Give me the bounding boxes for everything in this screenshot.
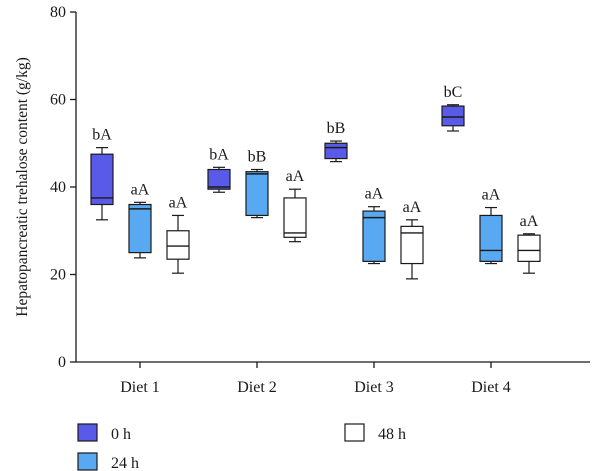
box-48h-2: aA: [283, 168, 307, 243]
box-iqr: [128, 203, 152, 254]
box-48h-1: aA: [166, 194, 190, 274]
legend-item-48h: 48 h: [344, 423, 406, 443]
significance-label: bC: [444, 84, 463, 101]
box-24h-3: aA: [362, 186, 386, 265]
box-0h-3: bB: [324, 120, 348, 163]
legend-label: 48 h: [378, 426, 406, 443]
significance-label: aA: [403, 199, 422, 216]
legend-swatch: [77, 452, 98, 471]
y-tick-label: 0: [58, 354, 66, 371]
box-0h-4: bC: [441, 84, 465, 132]
significance-label: aA: [286, 168, 305, 185]
x-tick-label: Diet 4: [471, 379, 511, 396]
legend-swatch: [77, 423, 98, 442]
box-0h-2: bA: [207, 146, 231, 193]
y-tick-label: 80: [50, 4, 66, 21]
significance-label: aA: [482, 187, 501, 204]
x-tick-label: Diet 1: [120, 379, 160, 396]
box-iqr: [400, 225, 424, 265]
box-48h-3: aA: [400, 199, 424, 280]
legend-item-0h: 0 h: [77, 423, 131, 443]
y-tick-label: 40: [50, 179, 66, 196]
y-tick-label: 20: [50, 267, 66, 284]
box-24h-2: bB: [245, 149, 269, 219]
box-24h-4: aA: [479, 187, 503, 265]
legend: 0 h 24 h 48 h: [77, 423, 406, 471]
box-iqr: [324, 142, 348, 160]
x-tick-label: Diet 2: [237, 379, 277, 396]
legend-item-24h: 24 h: [77, 452, 139, 471]
significance-label: aA: [520, 213, 539, 230]
box-24h-1: aA: [128, 181, 152, 259]
box-0h-1: bA: [90, 127, 114, 221]
legend-swatch: [344, 423, 365, 442]
legend-label: 0 h: [111, 426, 131, 443]
box-iqr: [479, 214, 503, 262]
box-iqr: [207, 168, 231, 190]
plot-area: 0 20 40 60 80 Diet 1 Diet 2 Diet 3 Diet 4 bA bA bB b…: [50, 4, 590, 396]
box-48h-4: aA: [517, 213, 541, 274]
significance-label: bA: [209, 146, 229, 163]
significance-label: aA: [169, 194, 188, 211]
y-axis-label: Hepatopancreatic trehalose content (g/kg…: [14, 57, 31, 317]
y-tick-label: 60: [50, 92, 66, 109]
box-iqr: [441, 105, 465, 127]
significance-label: bB: [327, 120, 346, 137]
box-iqr: [517, 234, 541, 262]
x-tick-label: Diet 3: [354, 379, 394, 396]
significance-label: aA: [365, 186, 384, 203]
significance-label: bB: [248, 149, 267, 166]
box-iqr: [283, 197, 307, 238]
significance-label: aA: [131, 181, 150, 198]
box-iqr: [90, 153, 114, 206]
box-iqr: [362, 210, 386, 262]
box-iqr: [166, 230, 190, 260]
significance-label: bA: [92, 127, 112, 144]
box-iqr: [245, 171, 269, 217]
legend-label: 24 h: [111, 455, 139, 471]
